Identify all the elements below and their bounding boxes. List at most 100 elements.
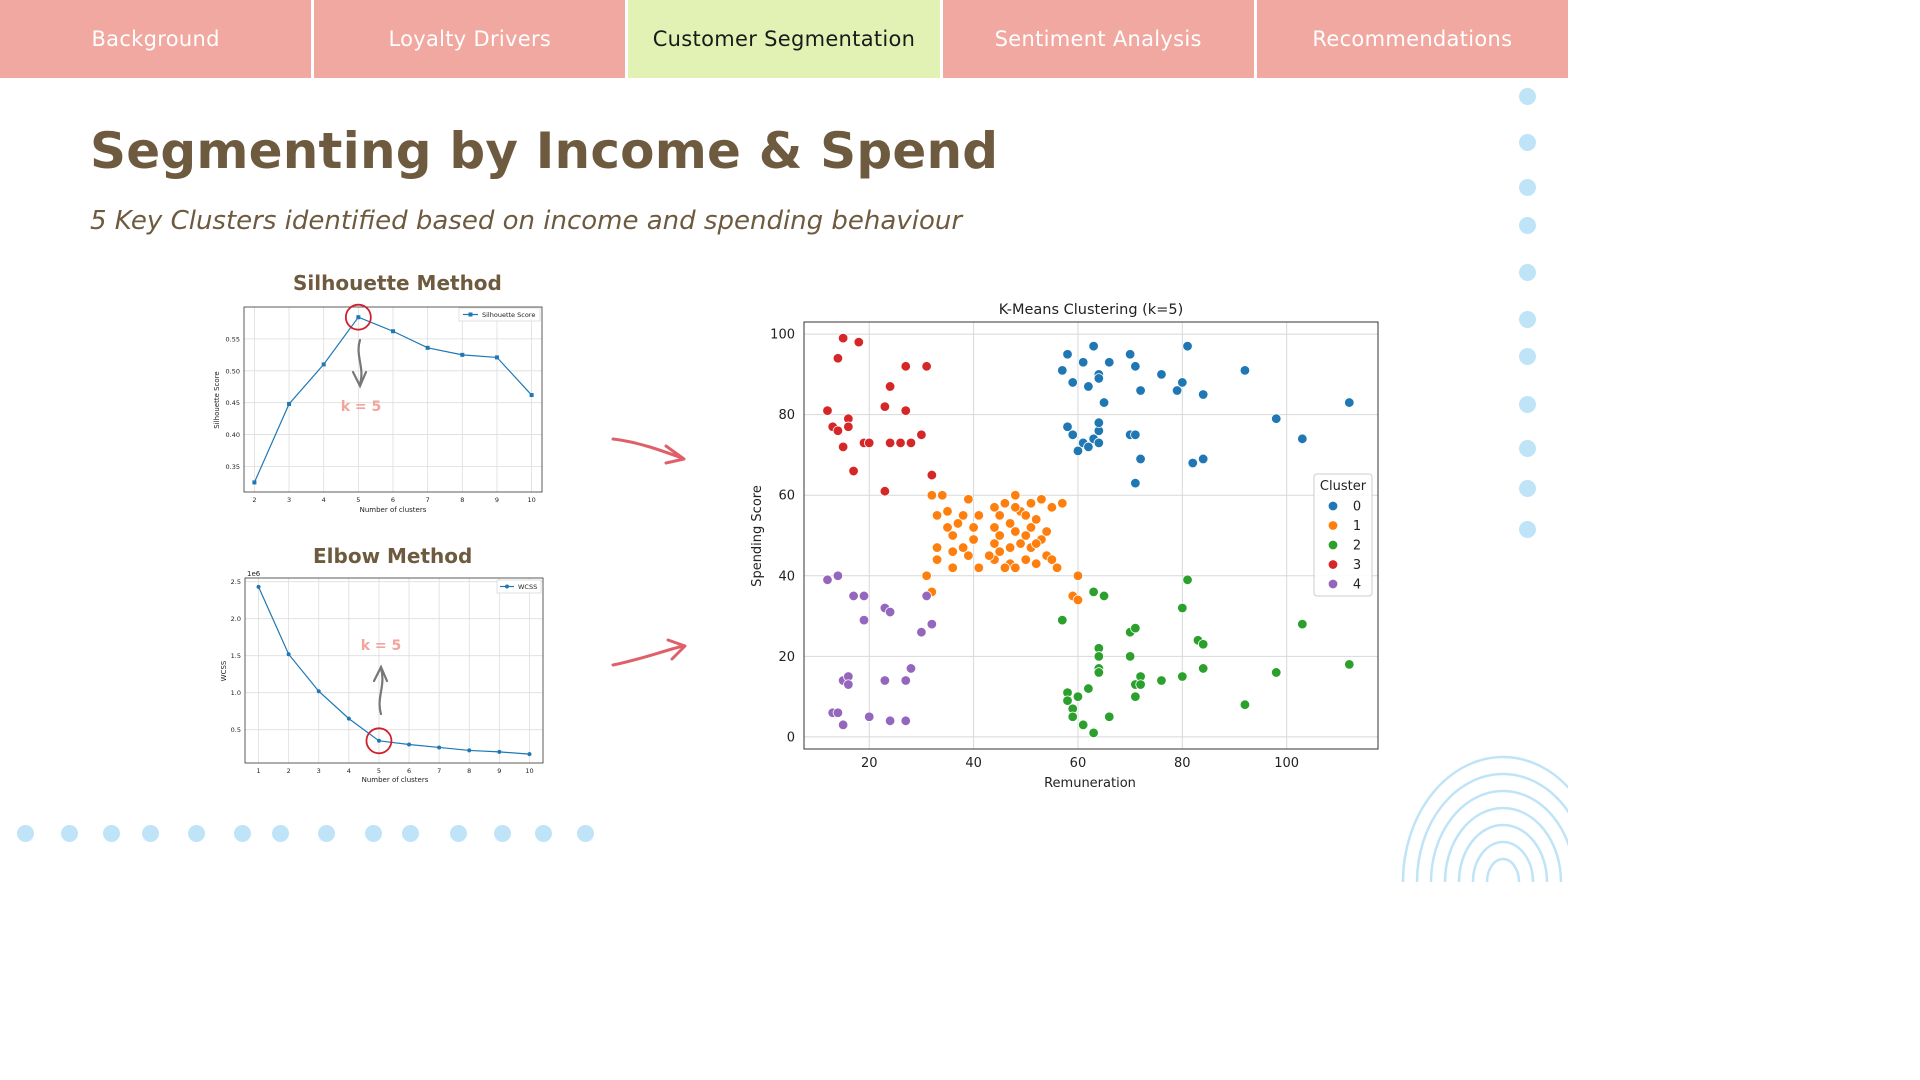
sil-data-point	[287, 401, 292, 406]
elbow-plot-frame	[244, 577, 544, 764]
kmeans-y-tick-label: 40	[778, 569, 795, 584]
cluster-1-point	[1025, 498, 1037, 509]
silhouette-highlight-circle	[344, 303, 372, 331]
decor-dot	[1519, 480, 1536, 497]
cluster-2-point	[1177, 671, 1188, 682]
cluster-3-point	[916, 429, 927, 440]
sil-data-point	[356, 315, 361, 320]
silhouette-chart: 0.35 0.40 0.45 0.50 0.55 2 3 4 5 6 7 8 9 10 Number o…	[213, 303, 543, 514]
cluster-2-point	[1067, 711, 1078, 722]
cluster-1-point	[1031, 514, 1042, 525]
cluster-3-point	[864, 437, 875, 449]
kmeans-legend-label: 4	[1353, 578, 1361, 593]
decor-dot	[61, 825, 78, 842]
cluster-0-point	[1344, 397, 1355, 408]
cluster-2-point	[1093, 651, 1105, 662]
cluster-0-point	[1177, 377, 1188, 388]
elbow-x-axis-label: Number of clusters	[362, 776, 429, 784]
decor-dot	[535, 825, 552, 842]
cluster-2-point	[1297, 618, 1308, 630]
cluster-4-point	[822, 574, 833, 586]
kmeans-y-tick-label: 60	[778, 489, 795, 504]
decor-dot	[318, 825, 335, 842]
decor-dot	[103, 825, 120, 842]
elbow-legend-label: WCSS	[518, 583, 537, 591]
cluster-1-point	[931, 510, 943, 521]
cluster-0-point	[1057, 365, 1068, 376]
cluster-4-point	[921, 590, 932, 602]
elbow-k-annotation: k = 5	[361, 638, 402, 654]
cluster-2-point	[1093, 667, 1105, 678]
kmeans-x-tick-label: 20	[861, 756, 878, 771]
sil-data-point	[391, 329, 395, 334]
cluster-1-point	[1031, 538, 1042, 549]
cluster-1-point	[1072, 594, 1084, 606]
kmeans-x-tick-label: 60	[1070, 756, 1087, 771]
cluster-0-point	[1093, 417, 1105, 428]
cluster-0-point	[1197, 453, 1209, 465]
cluster-0-point	[1187, 457, 1198, 469]
cluster-0-point	[1093, 373, 1105, 384]
cluster-2-point	[1156, 675, 1167, 686]
kmeans-plot-frame	[803, 321, 1379, 750]
elb-y-tick-label: 2.5	[231, 578, 241, 586]
decor-dot	[1519, 440, 1536, 457]
silhouette-plot-frame	[243, 306, 543, 493]
kmeans-legend-marker-3	[1327, 559, 1339, 570]
cluster-2-point	[1135, 679, 1146, 690]
tab-customer-segmentation[interactable]: Customer Segmentation	[628, 0, 940, 78]
tab-background[interactable]: Background	[0, 0, 312, 78]
cluster-1-point	[999, 562, 1011, 573]
cluster-1-point	[994, 530, 1005, 541]
elb-x-tick-label: 1	[256, 767, 260, 775]
kmeans-y-tick-label: 100	[770, 328, 795, 343]
cluster-1-point	[1031, 558, 1042, 569]
cluster-4-point	[916, 626, 927, 638]
sil-x-tick-label: 6	[391, 496, 395, 504]
elbow-heading: Elbow Method	[313, 544, 473, 568]
cluster-1-point	[926, 490, 938, 501]
cluster-1-point	[937, 490, 948, 501]
cluster-1-point	[957, 510, 969, 521]
sil-x-tick-label: 4	[322, 496, 326, 504]
cluster-1-point	[1046, 502, 1058, 513]
cluster-0-point	[1130, 429, 1141, 440]
cluster-3-point	[853, 336, 864, 348]
elb-data-point	[346, 716, 351, 721]
silhouette-down-arrow-icon	[351, 338, 368, 389]
silhouette-heading: Silhouette Method	[293, 271, 502, 295]
cluster-1-point	[1020, 510, 1031, 521]
cluster-3-point	[905, 437, 917, 449]
elb-data-point	[316, 689, 321, 694]
tab-loyalty-drivers[interactable]: Loyalty Drivers	[314, 0, 626, 78]
cluster-1-point	[1004, 542, 1016, 553]
cluster-3-point	[895, 437, 906, 449]
decor-dot	[1519, 396, 1536, 413]
decor-dot	[1519, 88, 1536, 105]
decor-dot	[142, 825, 159, 842]
sil-data-point	[252, 480, 257, 485]
sil-x-tick-label: 3	[287, 496, 291, 504]
silhouette-legend-box	[458, 307, 541, 322]
kmeans-x-tick-label: 40	[965, 756, 982, 771]
page-subtitle: 5 Key Clusters identified based on incom…	[90, 206, 963, 236]
cluster-0-point	[1088, 340, 1099, 352]
cluster-1-point	[921, 570, 932, 581]
elb-x-tick-label: 4	[347, 767, 351, 775]
sil-y-tick-label: 0.55	[226, 335, 240, 343]
tab-recommendations[interactable]: Recommendations	[1256, 0, 1569, 78]
tab-sentiment-analysis-label: Sentiment Analysis	[994, 27, 1202, 51]
kmeans-legend: Cluster 0 1 2 3 4	[1313, 473, 1373, 597]
cluster-1-point	[989, 522, 1000, 533]
cluster-4-point	[900, 675, 911, 686]
cluster-2-point	[1271, 667, 1282, 678]
cluster-4-point	[837, 719, 849, 731]
silhouette-y-axis-label: Silhouette Score	[213, 371, 221, 428]
cluster-3-point	[832, 353, 844, 364]
tab-sentiment-analysis[interactable]: Sentiment Analysis	[942, 0, 1254, 78]
decor-dot	[402, 825, 419, 842]
cluster-1-point	[1036, 494, 1047, 505]
cluster-3-point	[900, 405, 911, 416]
kmeans-legend-title: Cluster	[1320, 479, 1367, 494]
